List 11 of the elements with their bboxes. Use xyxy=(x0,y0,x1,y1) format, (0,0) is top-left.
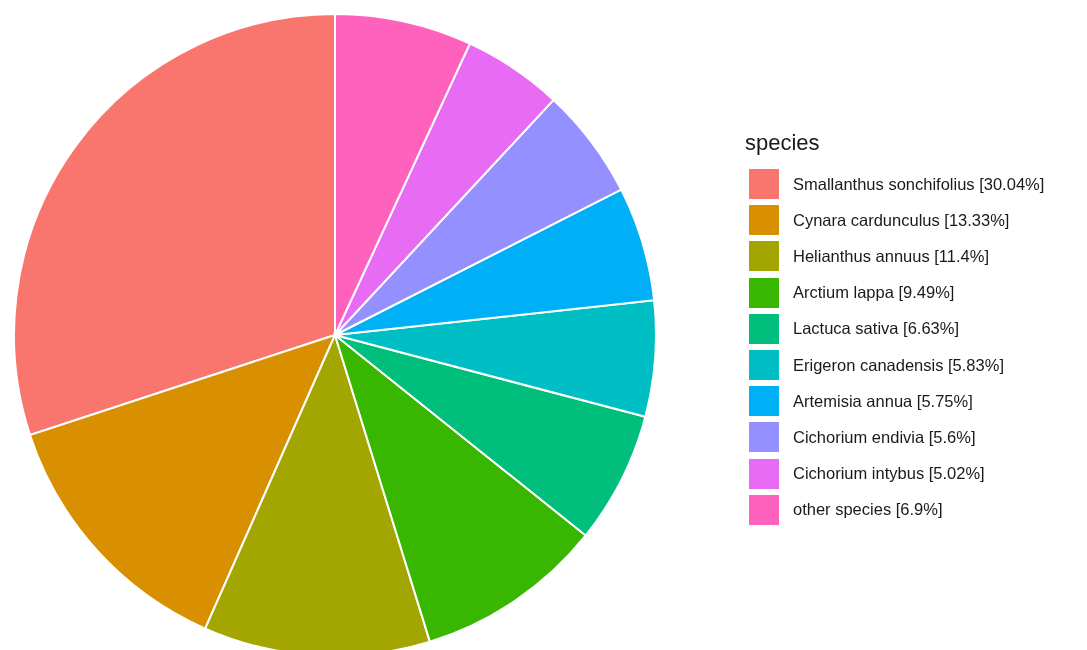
legend-label: Cichorium intybus [5.02%] xyxy=(793,464,985,484)
legend-label: other species [6.9%] xyxy=(793,500,943,520)
legend-label: Lactuca sativa [6.63%] xyxy=(793,319,960,339)
legend-label: Cynara cardunculus [13.33%] xyxy=(793,210,1010,230)
legend-label: Smallanthus sonchifolius [30.04%] xyxy=(793,174,1045,194)
legend-label: Helianthus annuus [11.4%] xyxy=(793,246,989,266)
legend-label: Arctium lappa [9.49%] xyxy=(793,283,955,303)
legend-label: Artemisia annua [5.75%] xyxy=(793,391,973,411)
legend-label: Cichorium endivia [5.6%] xyxy=(793,427,976,447)
legend-label: Erigeron canadensis [5.83%] xyxy=(793,355,1004,375)
legend-title: species xyxy=(745,130,821,156)
